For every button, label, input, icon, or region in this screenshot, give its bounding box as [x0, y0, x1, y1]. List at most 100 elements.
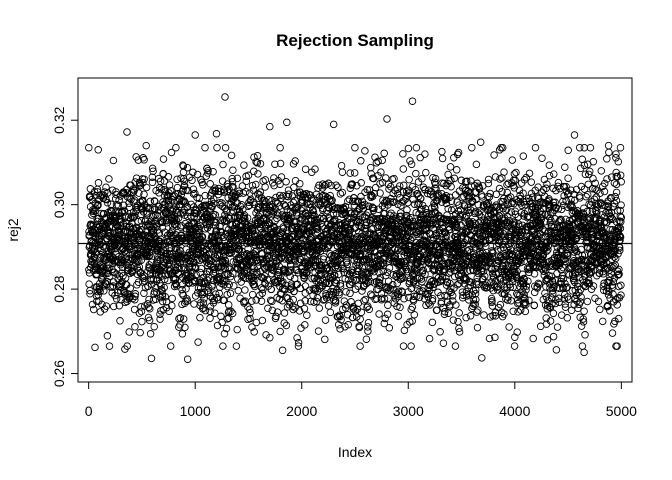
data-point [121, 345, 129, 353]
data-point [363, 323, 372, 331]
data-point [381, 314, 389, 323]
data-point [527, 178, 536, 186]
data-point [608, 214, 616, 222]
data-point [564, 251, 572, 260]
data-point [505, 323, 513, 331]
data-point [266, 122, 274, 131]
data-point [448, 292, 457, 300]
data-point [162, 298, 171, 306]
data-point [192, 209, 201, 218]
data-point [590, 242, 598, 250]
data-point [543, 247, 551, 255]
data-point [238, 247, 246, 256]
data-point [361, 200, 369, 209]
data-point [197, 264, 206, 273]
data-point [287, 280, 296, 288]
data-point [334, 183, 342, 191]
data-point [445, 269, 453, 277]
data-point [196, 313, 204, 322]
data-point [382, 196, 391, 205]
data-point [167, 148, 176, 157]
data-point [519, 189, 527, 197]
data-point [86, 286, 94, 295]
data-point [346, 169, 354, 177]
data-point [343, 310, 352, 319]
data-point [502, 295, 510, 303]
data-point [572, 291, 581, 299]
data-point [146, 205, 154, 213]
data-point [549, 332, 558, 341]
data-point [530, 301, 539, 309]
data-point [560, 251, 569, 260]
data-point [250, 153, 258, 161]
data-point [253, 159, 262, 167]
data-point [451, 191, 460, 199]
data-point [250, 282, 259, 291]
data-point [126, 284, 134, 292]
data-point [184, 186, 192, 195]
data-point [207, 217, 215, 226]
data-point [134, 217, 142, 226]
data-point [270, 174, 278, 182]
data-point [562, 182, 570, 191]
data-point [211, 211, 220, 219]
data-point [303, 311, 311, 319]
data-point [232, 342, 241, 350]
data-point [609, 278, 618, 286]
data-point [85, 143, 93, 152]
data-point [282, 281, 290, 289]
data-point [272, 193, 280, 202]
data-point [338, 168, 347, 176]
data-point [403, 206, 411, 214]
data-point [467, 278, 475, 286]
data-point [316, 215, 324, 223]
chart-title: Rejection Sampling [276, 31, 434, 50]
data-point [301, 321, 309, 329]
data-point [206, 307, 214, 315]
data-point [326, 191, 334, 200]
data-point [364, 202, 373, 211]
data-point [331, 297, 340, 305]
data-point [87, 221, 95, 229]
data-point [446, 163, 455, 171]
data-point [408, 317, 416, 325]
data-point [384, 301, 392, 309]
data-point [226, 249, 234, 258]
data-point [521, 295, 529, 303]
data-point [457, 176, 466, 185]
data-point [301, 297, 309, 305]
data-point [128, 266, 137, 274]
data-point [206, 180, 214, 188]
data-point [291, 157, 299, 165]
data-point [557, 266, 566, 274]
data-point [395, 225, 403, 234]
data-point [172, 282, 181, 290]
data-point [467, 182, 476, 190]
data-point [188, 176, 196, 185]
data-point [484, 179, 493, 188]
data-point [179, 168, 188, 177]
data-point [357, 157, 365, 165]
data-point [321, 335, 329, 344]
data-point [408, 97, 417, 105]
data-point [609, 203, 618, 211]
data-point [341, 274, 349, 283]
data-point [261, 176, 270, 184]
data-point [183, 355, 192, 363]
data-point [463, 261, 471, 269]
data-point [336, 282, 345, 290]
data-point [101, 188, 109, 196]
data-point [615, 217, 624, 225]
data-point [281, 202, 290, 210]
data-point [295, 307, 304, 315]
data-point [175, 254, 183, 263]
data-point [195, 218, 204, 227]
data-point [366, 163, 375, 172]
data-point [233, 325, 241, 334]
data-point [427, 277, 436, 286]
data-point [311, 165, 319, 173]
data-point [418, 174, 426, 183]
data-point [140, 156, 148, 164]
data-point [375, 310, 383, 318]
